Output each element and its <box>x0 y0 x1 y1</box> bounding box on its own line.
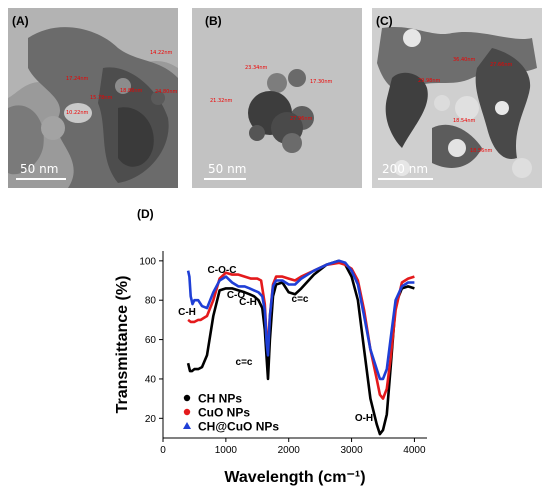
x-tick-label: 2000 <box>278 445 301 456</box>
tem-image-a <box>8 8 178 188</box>
scale-bar-c <box>378 178 433 180</box>
chart-axes: 0 1000 2000 3000 4000 20 40 60 80 100 Wavelength (… <box>114 251 427 486</box>
chart-labels: C-O-CC-HC-OC-Hc=cc=cO-H <box>178 265 373 424</box>
peak-annotation: C-O-C <box>208 265 237 276</box>
measurement-a-1: 14.22nm <box>150 50 173 56</box>
panel-tag-d: (D) <box>137 207 154 221</box>
peak-annotation: C-H <box>239 297 257 308</box>
legend-marker-1 <box>183 394 191 402</box>
measurement-a-3: 15.78nm <box>90 95 113 101</box>
measurement-c-3: 29.98nm <box>418 78 441 84</box>
series-line-3 <box>186 259 415 381</box>
measurement-a-4: 18.86nm <box>120 88 143 94</box>
measurement-c-5: 18.56nm <box>470 148 493 154</box>
tem-image-c <box>372 8 542 188</box>
peak-annotation: C-H <box>178 307 196 318</box>
peak-annotation: C-O <box>227 290 246 301</box>
y-tick-label: 80 <box>145 296 157 307</box>
scale-bar-label-a: 50 nm <box>20 162 59 176</box>
x-tick-label: 4000 <box>403 445 426 456</box>
x-tick-label: 3000 <box>340 445 363 456</box>
peak-annotation: c=c <box>292 294 309 305</box>
measurement-a-5: 24.80nm <box>155 89 178 95</box>
legend-marker-3 <box>183 422 191 429</box>
x-tick-label: 1000 <box>215 445 238 456</box>
tem-image-b <box>192 8 362 188</box>
scale-bar-a <box>16 178 66 180</box>
measurement-b-2: 17.30nm <box>310 79 333 85</box>
scale-bar-b <box>204 178 246 180</box>
scale-bar-label-c: 200 nm <box>382 162 429 176</box>
measurement-c-1: 36.40nm <box>453 57 476 63</box>
series-line-1 <box>186 259 415 436</box>
y-axis-title: Transmittance (%) <box>114 276 131 414</box>
legend-label-1: CH NPs <box>198 392 242 406</box>
y-tick-label: 100 <box>139 256 156 267</box>
series-line-2 <box>187 261 415 400</box>
series-group <box>186 259 415 436</box>
measurement-c-4: 18.54nm <box>453 118 476 124</box>
x-tick-label: 0 <box>160 445 166 456</box>
measurement-a-2: 17.24nm <box>66 76 89 82</box>
x-axis-title: Wavelength (cm⁻¹) <box>224 469 365 486</box>
scale-bar-label-b: 50 nm <box>208 162 247 176</box>
measurement-c-2: 27.66nm <box>490 62 513 68</box>
peak-annotation: c=c <box>236 357 253 368</box>
measurement-b-4: 27.96nm <box>290 116 313 122</box>
legend-label-3: CH@CuO NPs <box>198 420 279 434</box>
panel-tag-c: (C) <box>376 14 393 28</box>
y-tick-label: 20 <box>145 414 157 425</box>
measurement-a-6: 10.22nm <box>66 110 89 116</box>
panel-tag-a: (A) <box>12 14 29 28</box>
y-tick-label: 40 <box>145 374 157 385</box>
legend-marker-2 <box>183 408 191 416</box>
y-tick-label: 60 <box>145 335 157 346</box>
panel-tag-b: (B) <box>205 14 222 28</box>
peak-annotation: O-H <box>355 413 373 424</box>
measurement-b-3: 21.32nm <box>210 98 233 104</box>
legend-label-2: CuO NPs <box>198 406 250 420</box>
measurement-b-1: 23.34nm <box>245 65 268 71</box>
ftir-chart: 0 1000 2000 3000 4000 20 40 60 80 100 Wavelength (… <box>114 251 427 486</box>
